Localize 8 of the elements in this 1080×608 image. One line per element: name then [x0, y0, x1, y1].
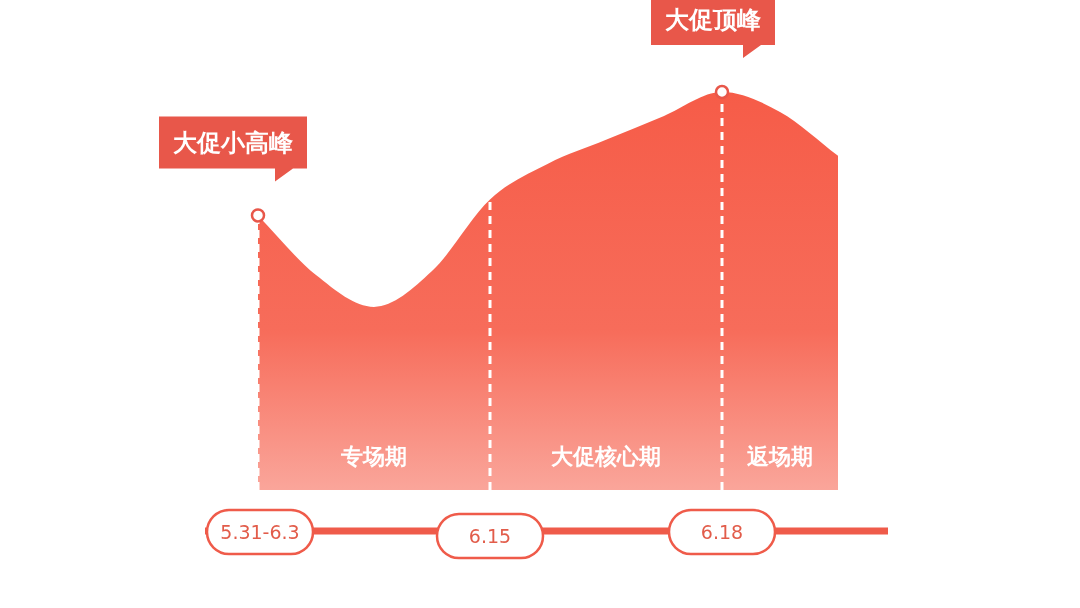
annotation: 大促顶峰 — [665, 6, 762, 34]
x-tick-label: 5.31-6.3 — [220, 521, 300, 543]
annotation: 大促核心期 — [551, 444, 661, 469]
x-tick-label: 6.15 — [468, 525, 512, 547]
annotation: 返场期 — [746, 444, 813, 469]
x-tick-label: 6.18 — [700, 521, 744, 543]
annotation: 专场期 — [340, 444, 407, 469]
annotation: 大促小高峰 — [173, 129, 294, 158]
